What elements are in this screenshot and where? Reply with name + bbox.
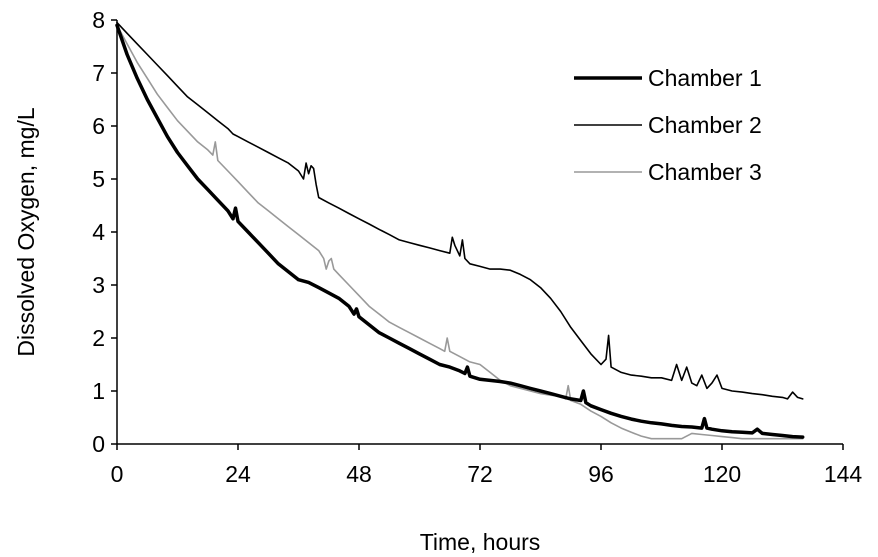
x-axis-title: Time, hours xyxy=(420,529,541,555)
x-tick-label: 96 xyxy=(588,461,614,487)
x-axis: 0 24 48 72 96 120 144 xyxy=(111,444,863,487)
y-tick-label: 6 xyxy=(92,113,105,139)
legend-label-chamber-3: Chamber 3 xyxy=(648,159,762,185)
y-tick-label: 1 xyxy=(92,378,105,404)
series-line-chamber-1 xyxy=(115,23,805,439)
x-tick-label: 144 xyxy=(824,461,863,487)
series-line-chamber-3 xyxy=(116,24,804,440)
series-line-chamber-2 xyxy=(116,21,804,400)
x-tick-label: 0 xyxy=(111,461,124,487)
y-tick-label: 0 xyxy=(92,431,105,457)
y-tick-label: 5 xyxy=(92,166,105,192)
legend-label-chamber-2: Chamber 2 xyxy=(648,112,762,138)
y-tick-label: 7 xyxy=(92,60,105,86)
y-axis: 0 1 2 3 4 5 6 7 8 xyxy=(92,7,117,457)
y-tick-label: 8 xyxy=(92,7,105,33)
y-tick-label: 2 xyxy=(92,325,105,351)
x-tick-label: 24 xyxy=(225,461,251,487)
y-axis-title: Dissolved Oxygen, mg/L xyxy=(13,107,39,356)
x-tick-label: 48 xyxy=(346,461,372,487)
series-layer xyxy=(115,21,805,440)
y-tick-label: 3 xyxy=(92,272,105,298)
x-tick-label: 120 xyxy=(703,461,741,487)
legend: Chamber 1 Chamber 2 Chamber 3 xyxy=(574,65,762,185)
y-tick-label: 4 xyxy=(92,219,105,245)
legend-label-chamber-1: Chamber 1 xyxy=(648,65,762,91)
x-tick-label: 72 xyxy=(467,461,493,487)
